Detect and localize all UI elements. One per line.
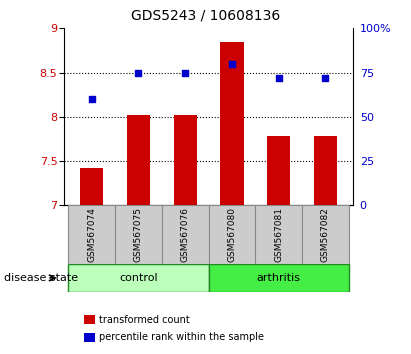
Text: GSM567075: GSM567075 [134, 207, 143, 262]
Text: transformed count: transformed count [99, 315, 189, 325]
Point [135, 70, 142, 75]
Text: GSM567081: GSM567081 [274, 207, 283, 262]
Text: GSM567076: GSM567076 [181, 207, 190, 262]
Point [322, 75, 329, 81]
Bar [267, 136, 290, 205]
Text: GDS5243 / 10608136: GDS5243 / 10608136 [131, 9, 280, 23]
Bar [209, 264, 349, 292]
Text: disease state: disease state [4, 273, 78, 283]
Bar [209, 205, 255, 264]
Text: control: control [119, 273, 158, 283]
Bar [115, 205, 162, 264]
Text: GSM567082: GSM567082 [321, 207, 330, 262]
Bar [80, 168, 104, 205]
Bar [314, 136, 337, 205]
Text: arthritis: arthritis [257, 273, 301, 283]
Bar [302, 205, 349, 264]
Point [229, 61, 235, 67]
Point [88, 96, 95, 102]
Text: GSM567080: GSM567080 [227, 207, 236, 262]
Bar [127, 115, 150, 205]
Bar [173, 115, 197, 205]
Point [182, 70, 189, 75]
Text: percentile rank within the sample: percentile rank within the sample [99, 332, 263, 342]
Bar [220, 42, 244, 205]
Bar [68, 264, 209, 292]
Bar [68, 205, 115, 264]
Point [275, 75, 282, 81]
Bar [255, 205, 302, 264]
Text: GSM567074: GSM567074 [87, 207, 96, 262]
Bar [162, 205, 209, 264]
